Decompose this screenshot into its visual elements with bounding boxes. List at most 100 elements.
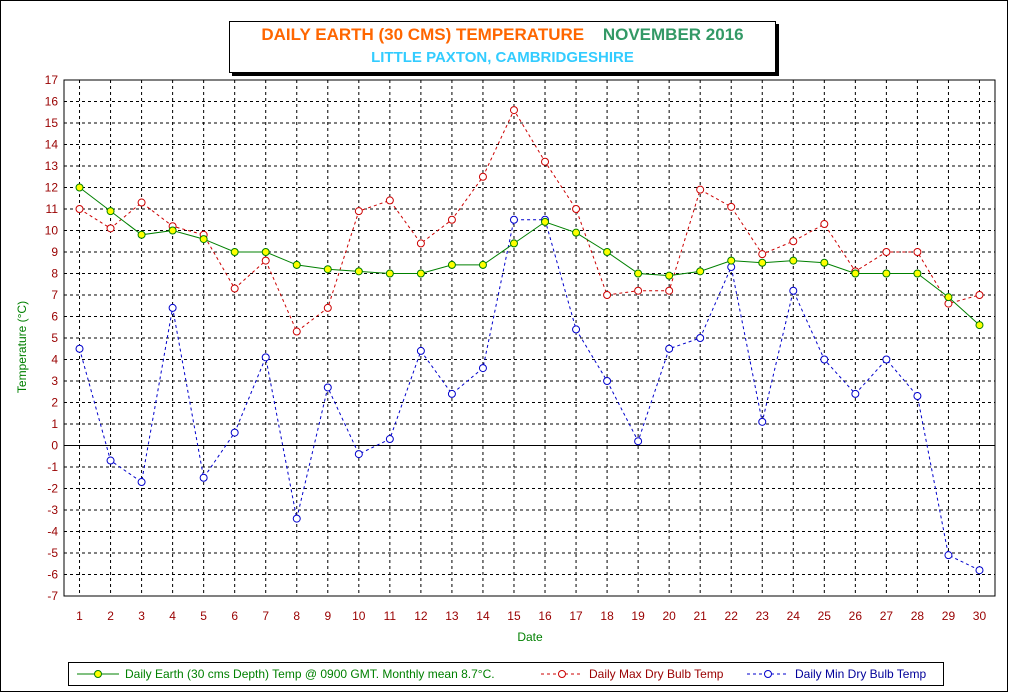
data-point-earth xyxy=(75,183,84,192)
y-tick-label: -7 xyxy=(47,589,58,603)
x-tick-label: 19 xyxy=(631,609,645,623)
data-point-earth xyxy=(230,248,239,256)
legend-swatch-earth xyxy=(77,670,119,678)
y-tick-label: 16 xyxy=(45,95,59,109)
data-point-max xyxy=(323,303,332,312)
x-tick-label: 8 xyxy=(293,609,300,623)
data-point-max xyxy=(509,106,518,115)
data-point-max xyxy=(820,220,829,229)
data-point-earth xyxy=(572,228,581,237)
y-tick-label: 11 xyxy=(46,202,59,216)
data-point-min xyxy=(75,344,84,353)
y-tick-label: 17 xyxy=(45,73,59,87)
data-point-max xyxy=(416,239,425,248)
data-point-earth xyxy=(261,248,270,256)
data-point-min xyxy=(696,334,705,342)
data-point-max xyxy=(292,327,301,336)
data-point-max xyxy=(478,172,487,181)
x-tick-label: 17 xyxy=(569,609,583,623)
data-point-min xyxy=(634,437,643,446)
data-point-min xyxy=(851,389,860,398)
x-tick-label: 26 xyxy=(849,609,863,623)
data-point-max xyxy=(696,185,705,194)
data-point-earth xyxy=(758,258,767,267)
data-point-min xyxy=(385,435,394,444)
data-point-min xyxy=(509,215,518,224)
data-point-max xyxy=(572,205,581,213)
chart-subtitle: LITTLE PAXTON, CAMBRIDGESHIRE xyxy=(371,49,634,66)
data-point-min xyxy=(137,478,146,487)
data-point-max xyxy=(913,248,922,256)
legend: Daily Earth (30 cms Depth) Temp @ 0900 G… xyxy=(68,662,944,686)
data-point-earth xyxy=(603,248,612,256)
x-tick-label: 29 xyxy=(942,609,956,623)
x-tick-label: 18 xyxy=(600,609,614,623)
x-tick-label: 7 xyxy=(262,609,269,623)
data-point-max xyxy=(727,202,736,211)
plot-border xyxy=(63,79,996,597)
x-tick-label: 3 xyxy=(138,609,145,623)
series-line-earth xyxy=(79,187,980,326)
data-point-min xyxy=(572,325,581,334)
data-point-min xyxy=(478,364,487,373)
y-tick-label: -5 xyxy=(47,546,58,560)
data-point-min xyxy=(416,346,425,355)
y-tick-label: 15 xyxy=(45,116,59,130)
y-tick-label: 2 xyxy=(51,396,58,410)
x-tick-label: 6 xyxy=(231,609,238,623)
y-tick-label: 3 xyxy=(51,374,58,388)
y-tick-label: 12 xyxy=(45,181,59,195)
y-tick-label: 5 xyxy=(51,331,58,345)
legend-item-max: Daily Max Dry Bulb Temp xyxy=(539,667,723,681)
x-tick-label: 1 xyxy=(76,609,83,623)
y-tick-label: -6 xyxy=(47,568,58,582)
x-axis-label: Date xyxy=(517,630,543,644)
data-point-earth xyxy=(385,269,394,278)
x-tick-label: 9 xyxy=(324,609,331,623)
y-tick-label: 4 xyxy=(51,353,58,367)
data-point-min xyxy=(913,392,922,401)
data-point-max xyxy=(634,286,643,295)
legend-swatch-max xyxy=(541,670,583,678)
y-tick-label: -2 xyxy=(47,482,58,496)
data-point-earth xyxy=(820,258,829,267)
data-point-earth xyxy=(665,271,674,280)
x-tick-label: 2 xyxy=(107,609,114,623)
data-point-earth xyxy=(323,265,332,274)
x-tick-label: 22 xyxy=(725,609,739,623)
data-point-min xyxy=(199,473,208,482)
data-point-min xyxy=(665,344,674,353)
y-tick-label: 1 xyxy=(51,417,58,431)
data-point-max xyxy=(603,291,612,299)
data-point-max xyxy=(385,196,394,205)
data-point-min xyxy=(944,551,953,560)
data-point-min xyxy=(106,456,115,465)
x-tick-label: 30 xyxy=(973,609,987,623)
legend-label-min: Daily Min Dry Bulb Temp xyxy=(795,667,927,681)
data-point-min xyxy=(292,514,301,523)
data-point-max xyxy=(447,215,456,224)
data-point-earth xyxy=(137,230,146,239)
x-tick-label: 15 xyxy=(507,609,521,623)
legend-label-max: Daily Max Dry Bulb Temp xyxy=(589,667,724,681)
data-point-min xyxy=(975,566,984,575)
legend-item-earth: Daily Earth (30 cms Depth) Temp @ 0900 G… xyxy=(75,667,495,681)
data-point-earth xyxy=(882,269,891,278)
data-point-earth xyxy=(168,226,177,235)
data-point-max xyxy=(230,284,239,293)
data-point-max xyxy=(975,291,984,299)
data-point-min xyxy=(354,450,363,459)
x-tick-label: 12 xyxy=(414,609,428,623)
data-point-earth xyxy=(478,260,487,269)
y-tick-label: 7 xyxy=(51,288,58,302)
data-point-min xyxy=(261,353,270,362)
x-tick-label: 14 xyxy=(476,609,490,623)
data-point-earth xyxy=(447,260,456,269)
data-point-min xyxy=(820,355,829,364)
y-tick-label: 9 xyxy=(51,245,58,259)
y-tick-label: 14 xyxy=(45,138,59,152)
data-point-max xyxy=(758,250,767,259)
data-point-min xyxy=(882,355,891,364)
data-point-max xyxy=(261,256,270,265)
